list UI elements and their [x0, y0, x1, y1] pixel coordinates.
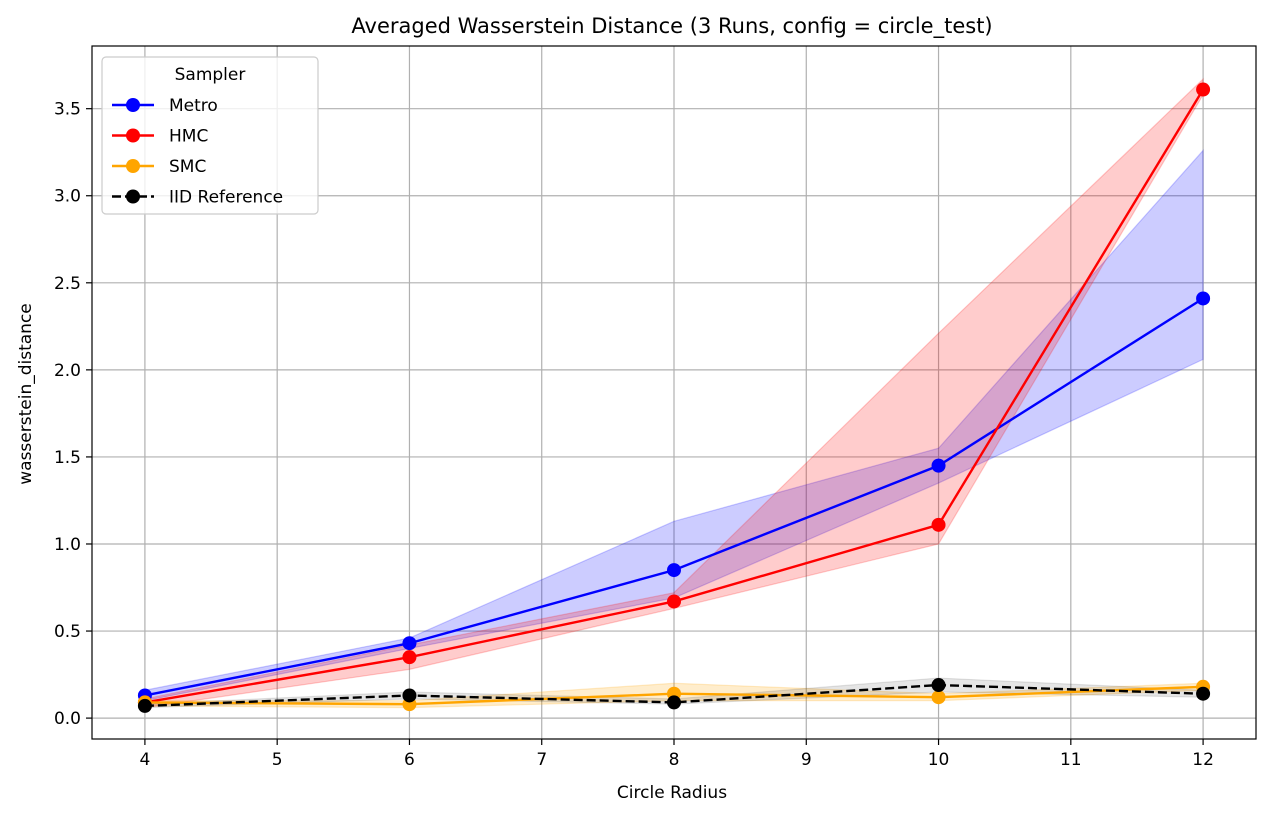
- legend-label-hmc: HMC: [169, 127, 208, 147]
- y-tick-label: 1.5: [54, 448, 81, 468]
- legend-title: Sampler: [175, 65, 246, 85]
- x-tick-label: 10: [928, 750, 950, 770]
- hmc-point: [667, 594, 681, 609]
- y-tick-label: 1.0: [54, 535, 81, 555]
- hmc-point: [931, 517, 946, 532]
- x-tick-label: 12: [1192, 750, 1214, 770]
- legend-label-iid-reference: IID Reference: [169, 188, 283, 208]
- legend-label-smc: SMC: [169, 157, 206, 177]
- legend-marker-metro: [126, 98, 140, 112]
- iid-reference-line: [144, 683, 1204, 708]
- chart-title: Averaged Wasserstein Distance (3 Runs, c…: [351, 14, 992, 39]
- metro-point: [931, 458, 946, 473]
- y-axis-ticks: 0.0 0.5 1.0 1.5 2.0 2.5 3.0 3.5: [54, 100, 92, 729]
- smc-point: [931, 690, 946, 705]
- y-tick-label: 2.0: [54, 361, 81, 381]
- y-tick-label: 3.5: [54, 100, 81, 120]
- legend-marker-smc: [126, 159, 140, 173]
- y-tick-label: 0.5: [54, 622, 81, 642]
- y-tick-label: 0.0: [54, 709, 81, 729]
- metro-point: [1196, 291, 1211, 306]
- x-tick-label: 5: [272, 750, 283, 770]
- iid-reference-point: [1196, 686, 1211, 701]
- legend-box: [101, 56, 319, 215]
- metro-band: [144, 148, 1204, 702]
- data-points: [137, 82, 1211, 713]
- x-tick-label: 4: [139, 750, 150, 770]
- iid-reference-point: [137, 698, 152, 713]
- legend-marker-iid-reference: [126, 189, 140, 204]
- x-tick-label: 6: [404, 750, 415, 770]
- y-tick-label: 3.0: [54, 187, 81, 207]
- x-tick-label: 7: [536, 750, 547, 770]
- legend-label-metro: Metro: [169, 96, 218, 116]
- x-axis-label: Circle Radius: [617, 783, 727, 803]
- y-tick-label: 2.5: [54, 274, 81, 294]
- hmc-point: [1196, 82, 1211, 97]
- metro-point: [667, 563, 681, 578]
- x-axis-ticks: 4 5 6 7 8 9 10 11 12: [139, 739, 1214, 770]
- metro-point: [402, 636, 417, 651]
- iid-reference-point: [931, 678, 946, 693]
- x-tick-label: 11: [1060, 750, 1082, 770]
- iid-reference-point: [667, 695, 681, 710]
- y-axis-label: wasserstein_distance: [16, 303, 36, 485]
- x-tick-label: 9: [801, 750, 812, 770]
- grid: [92, 46, 1256, 739]
- legend-marker-hmc: [126, 128, 140, 143]
- iid-reference-point: [402, 688, 417, 703]
- x-tick-label: 8: [669, 750, 680, 770]
- legend: Sampler Metro HMC SMC IID Reference: [101, 56, 319, 215]
- hmc-point: [402, 650, 417, 665]
